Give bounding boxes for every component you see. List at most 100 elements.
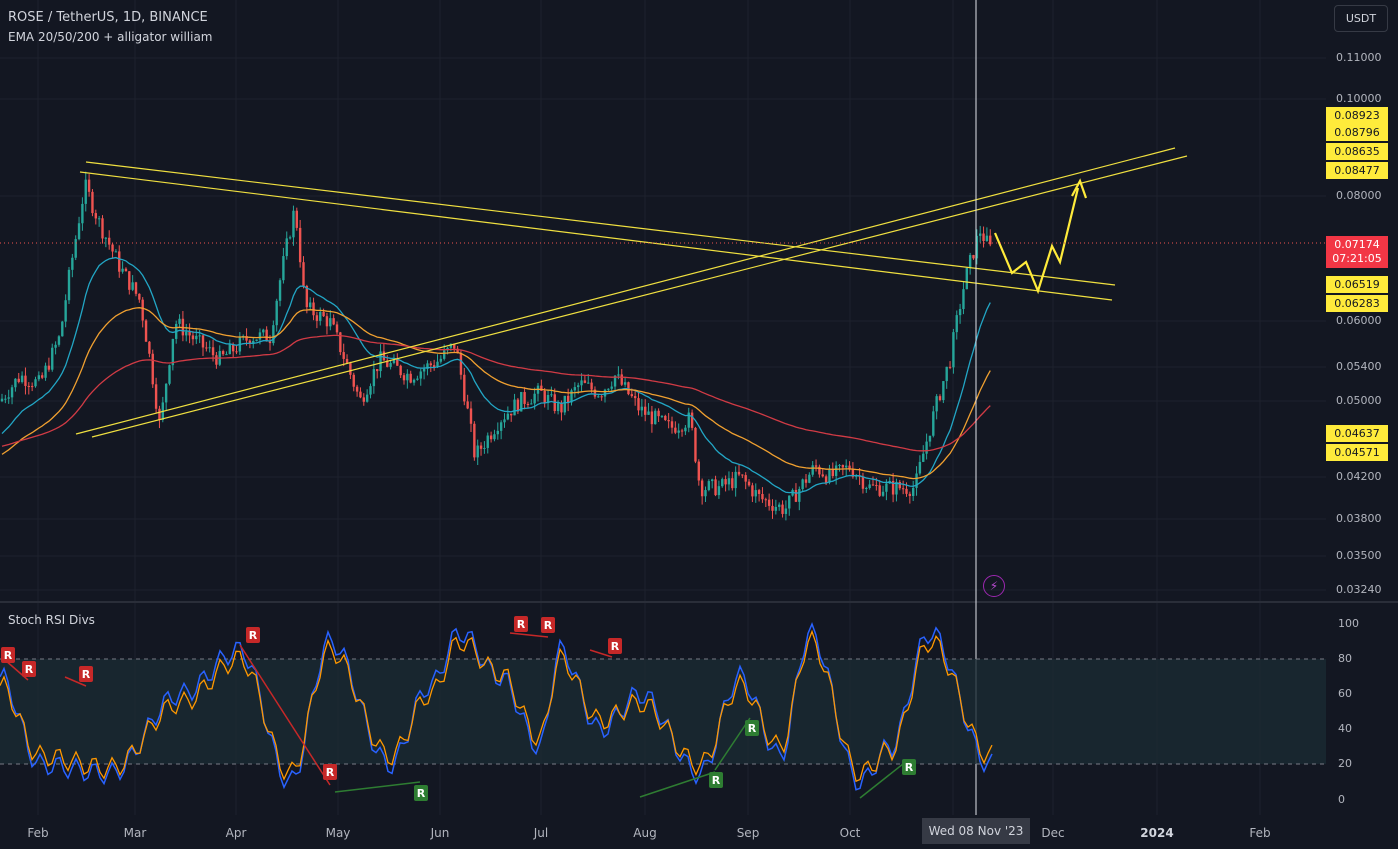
candle-body <box>948 366 952 368</box>
ema50-line <box>1 307 991 480</box>
time-axis-tick: 2024 <box>1140 826 1174 840</box>
candle-body <box>700 480 704 497</box>
candle-body <box>654 410 657 425</box>
candle-body <box>898 481 901 489</box>
candle-body <box>4 398 7 400</box>
candle-body <box>402 375 406 381</box>
candle-body <box>255 339 258 341</box>
candle-body <box>707 481 711 491</box>
bullish-divergence-line <box>714 717 751 771</box>
stoch-band <box>0 659 1326 764</box>
candle-body <box>972 255 975 259</box>
price-axis-tick: 0.08000 <box>1336 189 1382 202</box>
candle-body <box>935 396 938 412</box>
grid <box>0 0 1398 815</box>
candle-body <box>855 475 858 477</box>
stoch-rsi-label[interactable]: Stoch RSI Divs <box>8 613 95 627</box>
candle-body <box>382 351 386 361</box>
candle-body <box>282 256 285 281</box>
candle-body <box>603 389 607 397</box>
chart-title: ROSE / TetherUS, 1D, BINANCE <box>8 10 208 25</box>
drawing-price-tag: 0.08635 <box>1326 143 1388 160</box>
candle-body <box>138 293 141 300</box>
bullish-divergence-line <box>859 759 909 799</box>
candle-body <box>754 490 757 497</box>
candle-body <box>188 331 191 336</box>
candle-body <box>804 479 808 483</box>
candle-body <box>771 505 774 511</box>
candle-body <box>30 386 34 388</box>
candle-body <box>265 329 268 342</box>
candle-body <box>164 383 168 403</box>
candle-body <box>473 423 476 458</box>
candle-body <box>794 489 798 502</box>
candle-body <box>563 395 566 413</box>
candle-body <box>64 300 67 322</box>
candle-body <box>456 348 459 354</box>
candle-body <box>734 471 737 489</box>
candle-body <box>114 251 118 253</box>
candle-body <box>245 335 248 341</box>
candle-body <box>94 213 97 219</box>
candle-body <box>124 268 128 272</box>
drawing-price-tag: 0.04637 <box>1326 425 1388 442</box>
candle-body <box>942 381 945 401</box>
candle-body <box>566 395 570 403</box>
candle-body <box>67 269 71 301</box>
candle-body <box>640 406 644 411</box>
candle-body <box>546 394 550 404</box>
currency-button[interactable]: USDT <box>1334 5 1388 32</box>
candle-body <box>520 392 523 412</box>
candle-body <box>422 368 426 372</box>
candle-body <box>426 363 429 369</box>
divergence-marker-label: R <box>905 761 914 774</box>
candle-body <box>808 474 811 483</box>
time-axis-tick: Feb <box>27 826 49 840</box>
candle-body <box>365 394 369 402</box>
candle-body <box>493 434 496 440</box>
candle-body <box>757 490 761 494</box>
candle-body <box>111 244 114 252</box>
candle-body <box>620 374 623 385</box>
stoch-axis-tick: 0 <box>1338 793 1345 806</box>
lightning-icon[interactable]: ⚡ <box>983 575 1005 597</box>
candle-body <box>767 499 771 506</box>
candle-body <box>362 397 365 402</box>
divergence-marker-label: R <box>544 619 553 632</box>
candle-body <box>359 391 362 398</box>
price-axis-tick: 0.06000 <box>1336 314 1382 327</box>
candle-body <box>215 355 218 365</box>
candle-body <box>573 387 577 391</box>
candle-body <box>556 403 560 412</box>
bullish-divergence-line <box>639 771 716 798</box>
candle-body <box>288 237 292 239</box>
candle-body <box>928 435 932 442</box>
candle-body <box>47 365 51 370</box>
candle-body <box>714 479 717 496</box>
candle-body <box>821 474 824 477</box>
candle-body <box>369 386 372 395</box>
time-axis-tick: Aug <box>633 826 657 840</box>
candle-body <box>660 415 664 417</box>
candle-body <box>861 476 865 489</box>
candle-body <box>372 369 376 387</box>
candle-body <box>881 491 885 496</box>
candle-body <box>479 445 483 449</box>
candle-body <box>201 335 205 348</box>
candle-body <box>587 382 590 384</box>
candle-body <box>741 474 744 476</box>
candle-body <box>489 435 493 440</box>
candle-body <box>824 476 828 483</box>
candle-body <box>168 365 171 384</box>
indicator-legend[interactable]: EMA 20/50/200 + alligator william <box>8 30 213 44</box>
price-axis-tick: 0.05400 <box>1336 360 1382 373</box>
candle-body <box>379 351 382 372</box>
candle-body <box>965 267 968 290</box>
trend-line <box>75 147 1176 435</box>
bullish-divergence-marker <box>709 772 723 788</box>
bullish-divergence-marker <box>745 720 759 736</box>
candle-body <box>778 504 781 507</box>
candle-body <box>513 399 516 416</box>
